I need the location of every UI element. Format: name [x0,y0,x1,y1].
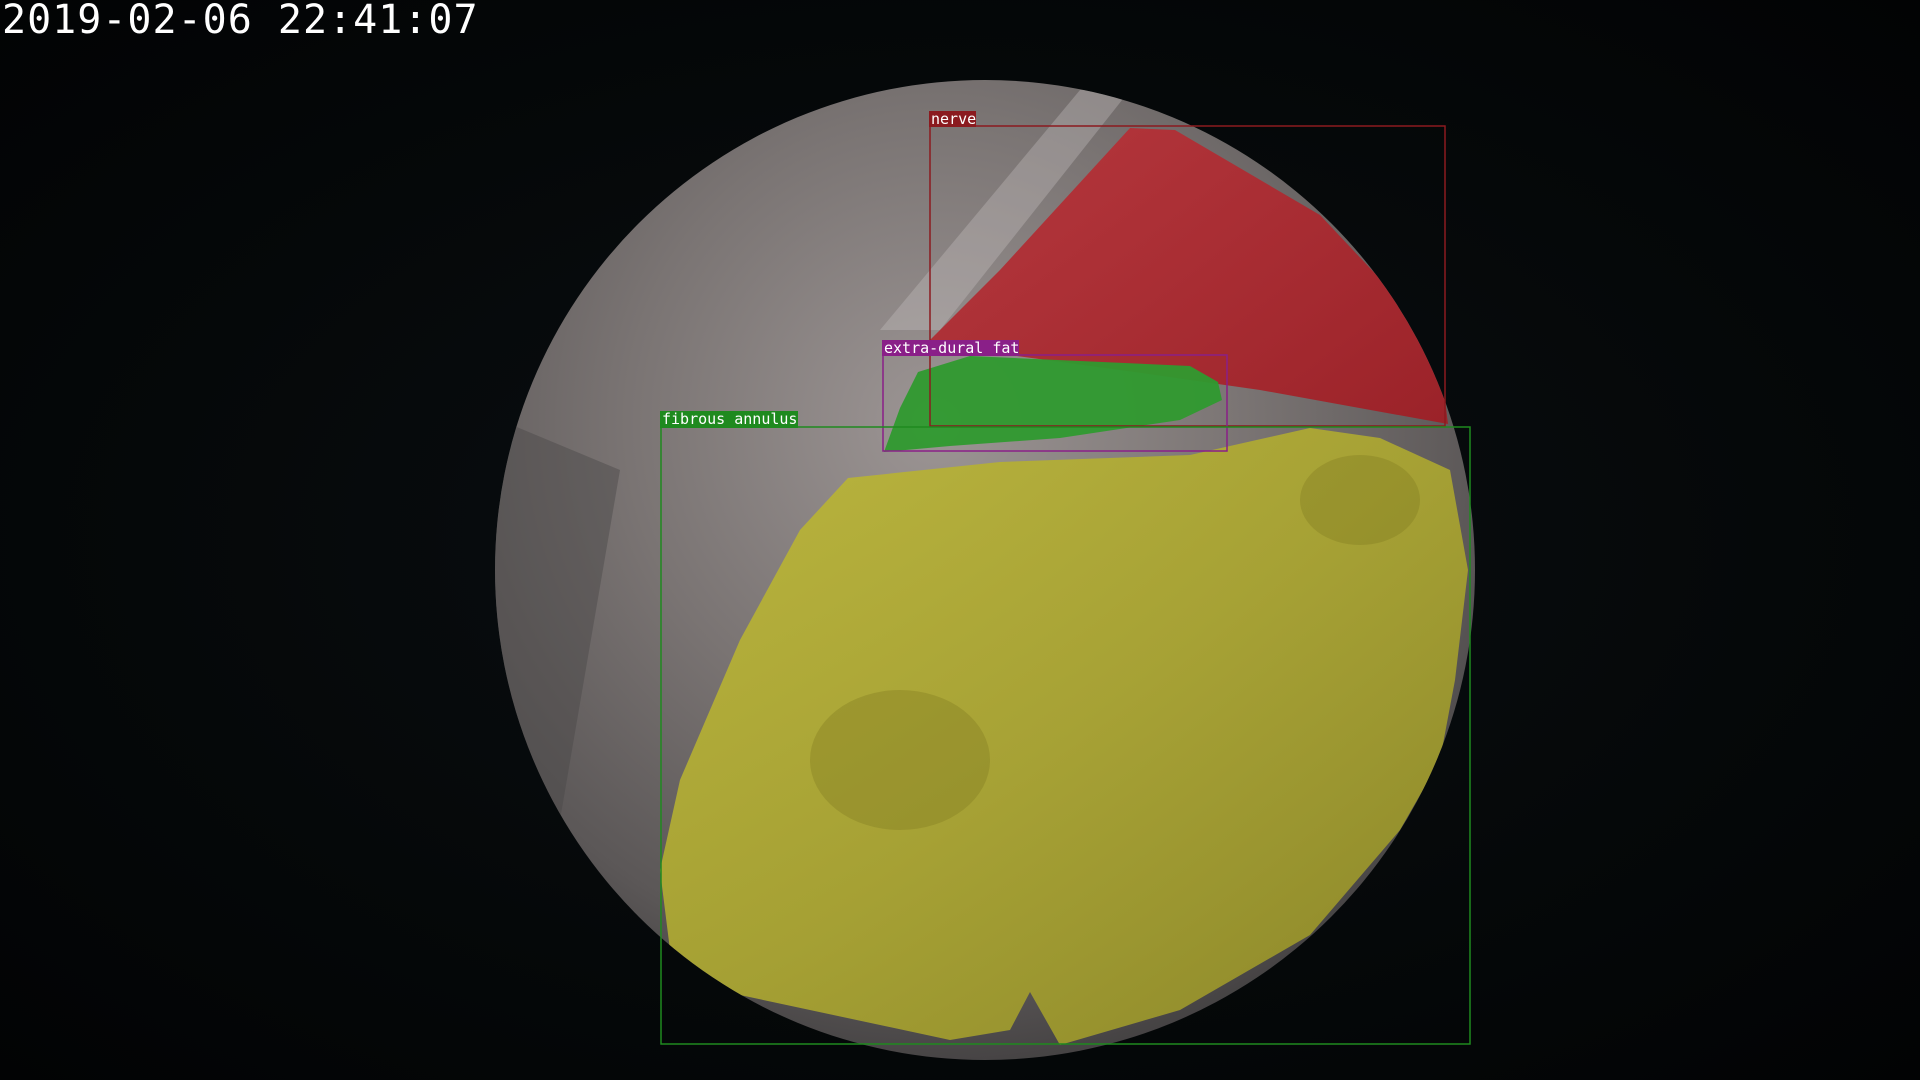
nerve-mask [930,128,1448,424]
extra-dural-fat-label-bg [882,340,1019,356]
extra-dural-fat-mask [884,356,1222,452]
nerve-label-bg [929,111,976,127]
fibrous-annulus-bbox [660,426,1471,1045]
fibrous-annulus-label: fibrous annulus [662,410,797,428]
fibrous-annulus-mask [660,428,1468,1045]
timestamp-overlay: 2019-02-06 22:41:07 [2,0,479,43]
tissue-highlight [880,90,1130,330]
annulus-shading [810,690,990,830]
extra-dural-fat-bbox [882,354,1228,452]
fibrous-annulus-label-bg [660,411,798,428]
nerve-label: nerve [931,110,976,128]
extra-dural-fat-label: extra-dural fat [884,339,1019,357]
nerve-bbox [929,125,1446,427]
annulus-shading-2 [1300,455,1420,545]
